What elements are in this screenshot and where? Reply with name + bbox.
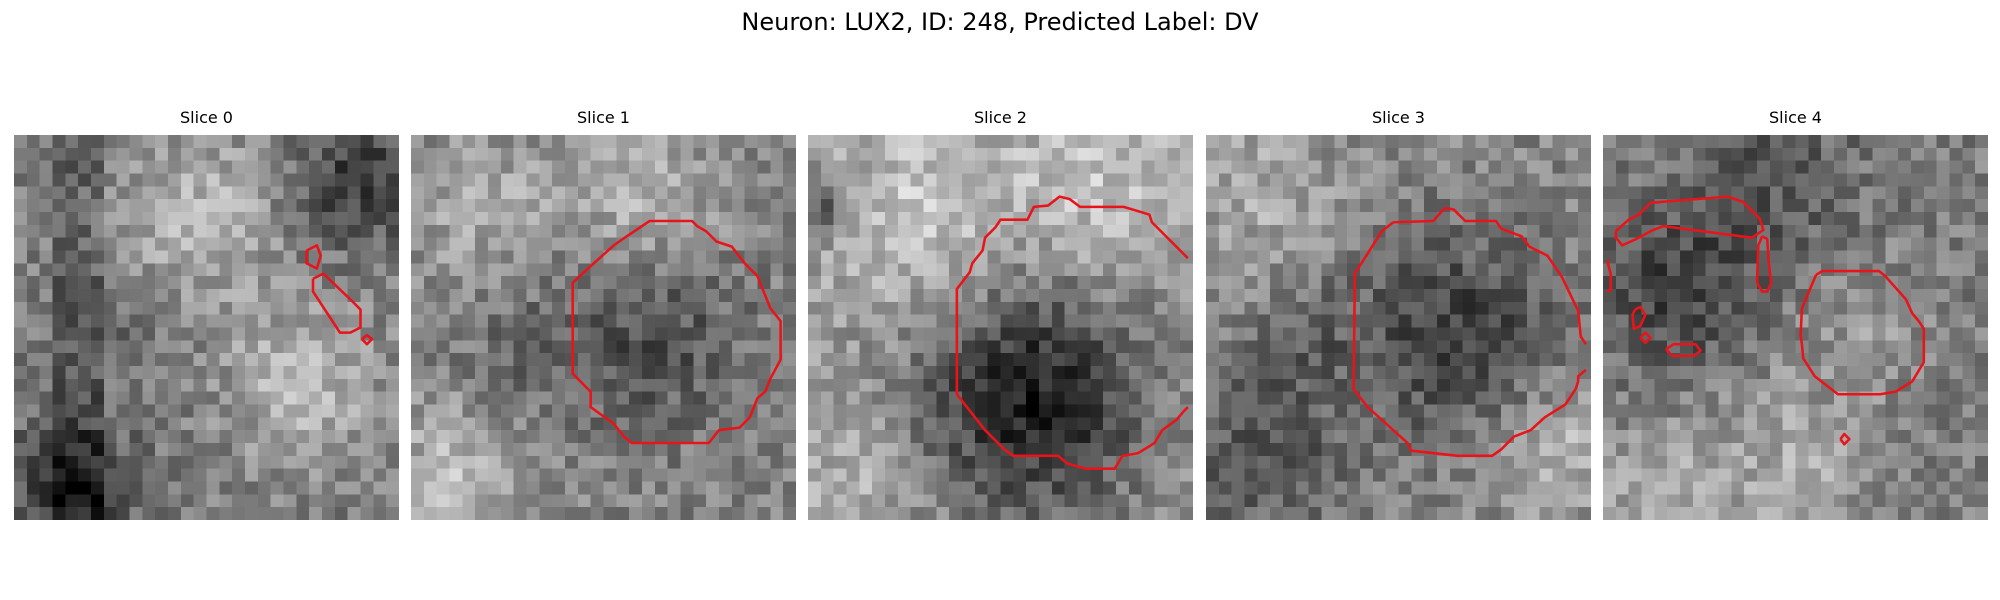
contour-group bbox=[1352, 206, 1587, 458]
roi-contour bbox=[1352, 221, 1587, 458]
contour-group bbox=[305, 244, 374, 346]
roi-contour bbox=[1664, 342, 1702, 358]
figure-title: Neuron: LUX2, ID: 248, Predicted Label: … bbox=[741, 8, 1259, 36]
roi-contour bbox=[1614, 195, 1765, 247]
roi-contour bbox=[305, 244, 322, 270]
roi-contour bbox=[1393, 206, 1587, 345]
contour-group bbox=[1606, 195, 1926, 446]
roi-contour bbox=[1839, 432, 1851, 446]
pixel-grid bbox=[14, 135, 399, 520]
roi-contour bbox=[955, 195, 1189, 470]
slice-title: Slice 3 bbox=[1372, 108, 1425, 127]
pixel-grid bbox=[1206, 135, 1591, 520]
roi-contour bbox=[1799, 269, 1926, 396]
contour-group bbox=[571, 219, 782, 445]
slice-title: Slice 1 bbox=[577, 108, 630, 127]
roi-contour bbox=[1631, 305, 1647, 331]
pixel-grid bbox=[1603, 135, 1988, 520]
roi-contour bbox=[571, 219, 782, 445]
roi-contour bbox=[1755, 235, 1773, 293]
slice-title: Slice 0 bbox=[180, 108, 233, 127]
pixel-grid bbox=[808, 135, 1193, 520]
roi-contour bbox=[1606, 259, 1612, 293]
slice-title: Slice 4 bbox=[1769, 108, 1822, 127]
roi-contour bbox=[360, 333, 374, 346]
roi-contour bbox=[311, 272, 362, 334]
slice-title: Slice 2 bbox=[974, 108, 1027, 127]
pixel-grid bbox=[411, 135, 796, 520]
slice-image bbox=[1206, 135, 1591, 520]
slice-image bbox=[411, 135, 796, 520]
contour-group bbox=[955, 195, 1189, 470]
slice-image bbox=[1603, 135, 1988, 520]
slice-image bbox=[808, 135, 1193, 520]
slice-image bbox=[14, 135, 399, 520]
roi-contour bbox=[1639, 331, 1652, 345]
